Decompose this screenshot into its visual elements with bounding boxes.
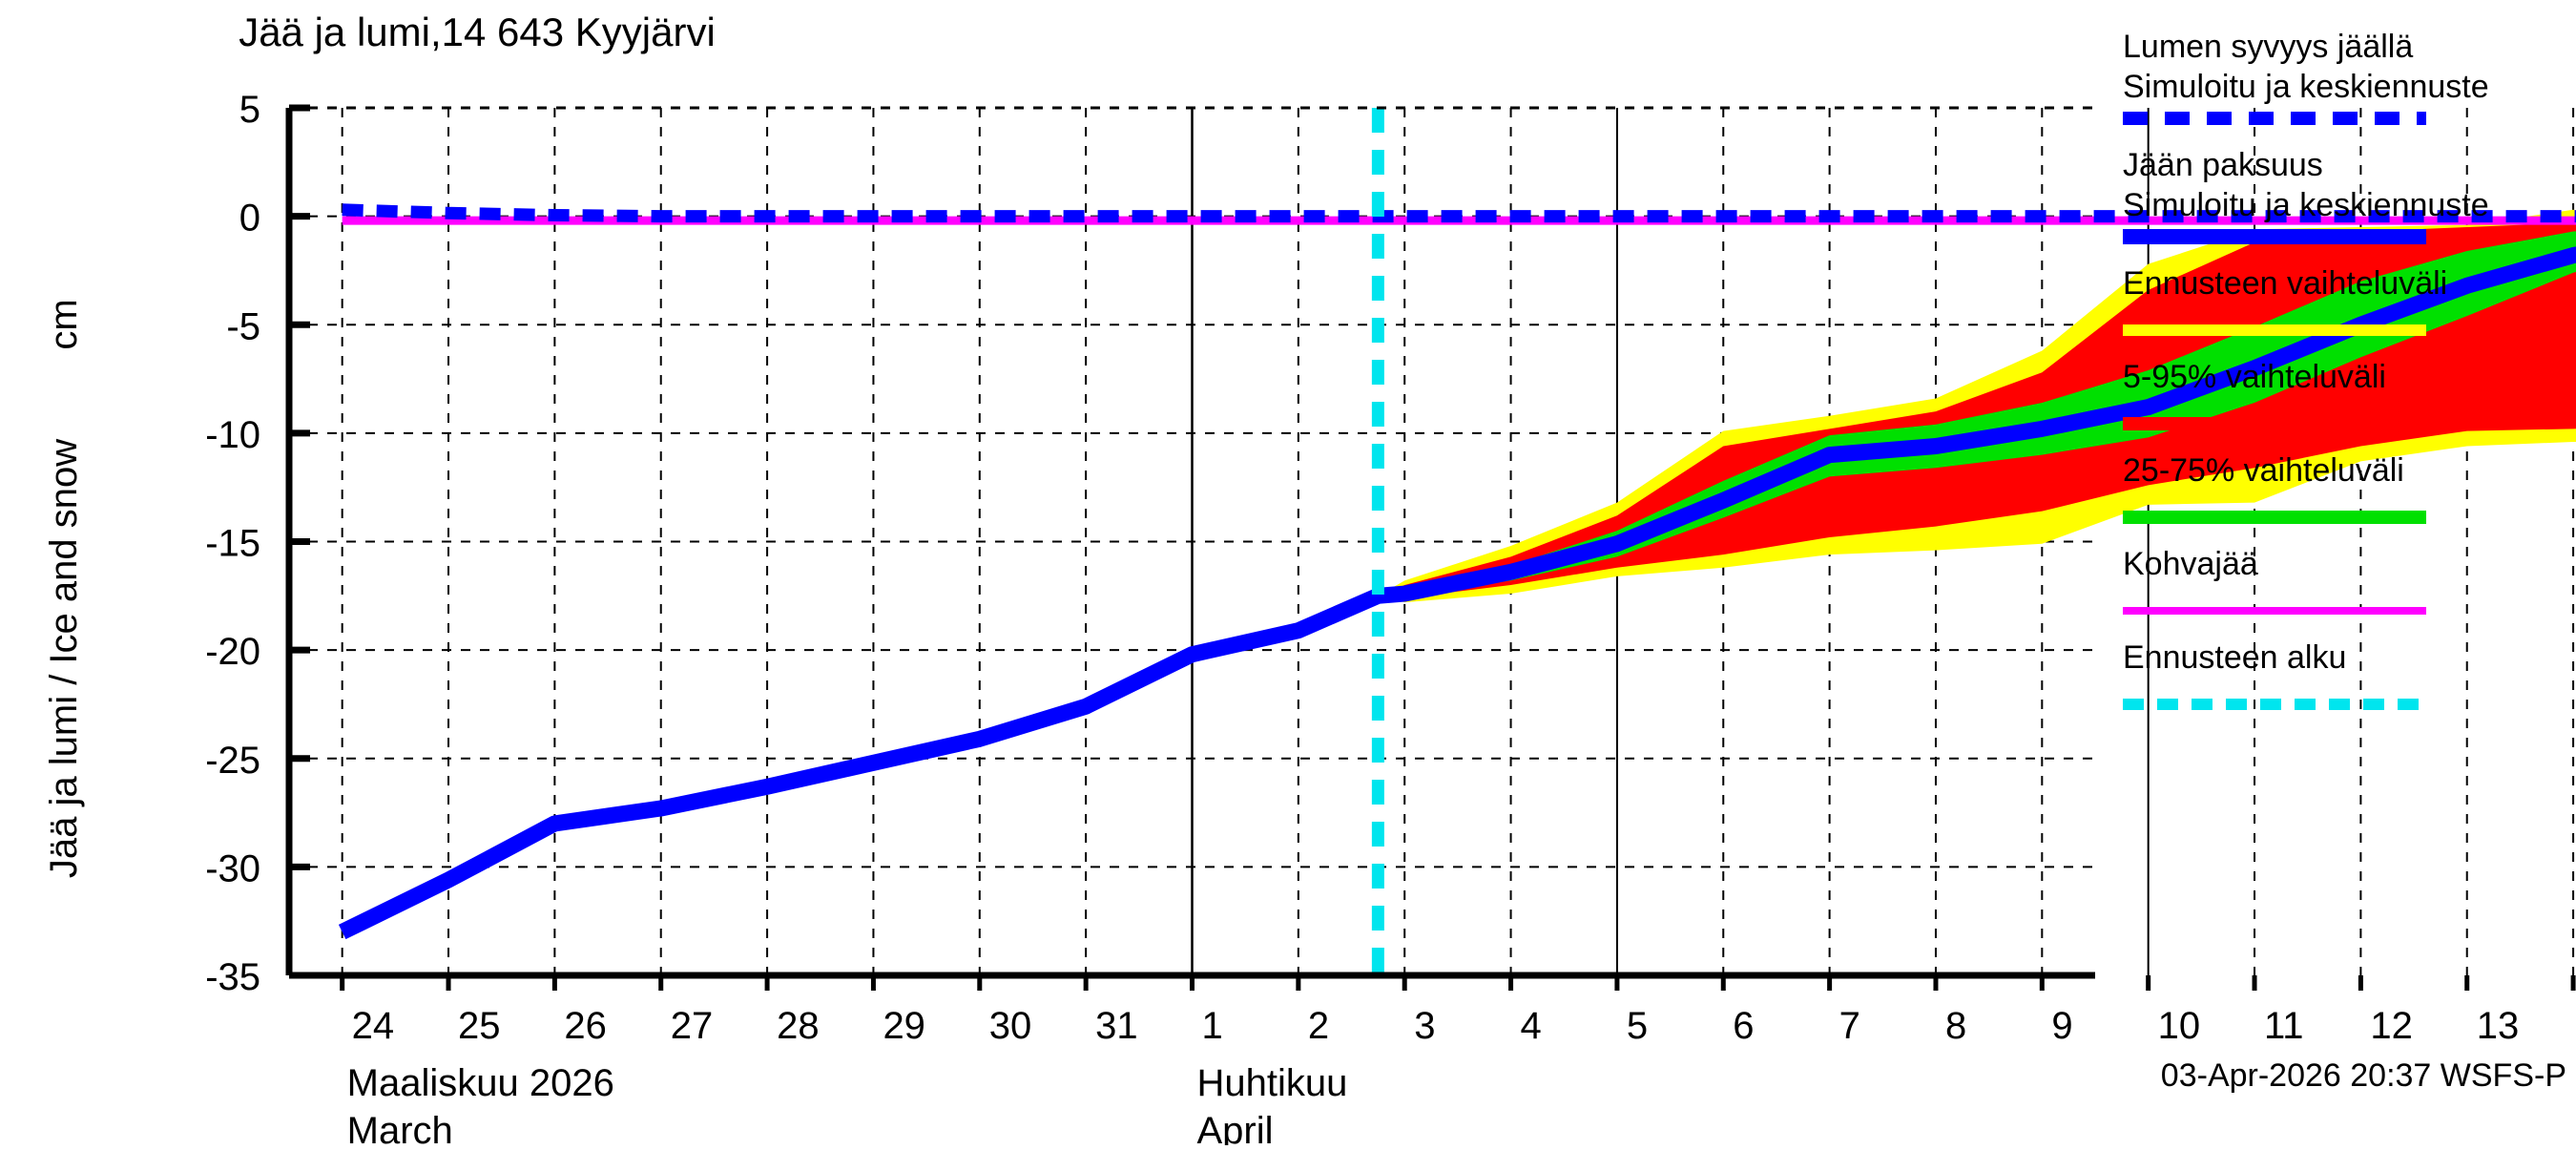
x-tick-label: 28 [777, 1005, 820, 1047]
x-tick-label: 11 [2264, 1005, 2304, 1047]
x-tick-label: 8 [1945, 1005, 1966, 1047]
y-tick-label: -20 [205, 631, 260, 673]
y-tick-label: -35 [205, 956, 260, 998]
y-tick-label: -5 [226, 305, 260, 347]
x-tick-label: 4 [1521, 1005, 1542, 1047]
x-tick-label: 27 [671, 1005, 714, 1047]
y-tick-label: -25 [205, 740, 260, 782]
x-tick-label: 6 [1733, 1005, 1754, 1047]
line-snow-depth [342, 203, 2576, 223]
band-25-75 [1378, 231, 2576, 596]
month-label-en-march: March [347, 1110, 453, 1145]
footer-timestamp: 03-Apr-2026 20:37 WSFS-P [2161, 1057, 2566, 1094]
x-tick-label: 24 [352, 1005, 395, 1047]
month-label-en-april: April [1197, 1110, 1274, 1145]
x-tick-label: 25 [458, 1005, 501, 1047]
x-tick-label: 26 [564, 1005, 607, 1047]
legend-title-4: 25-75% vaihteluväli [2123, 452, 2404, 489]
legend-subtitle-0: Simuloitu ja keskiennuste [2123, 69, 2489, 105]
x-tick-label: 30 [989, 1005, 1032, 1047]
y-tick-label: 5 [239, 89, 260, 131]
x-tick-label: 13 [2477, 1005, 2520, 1047]
x-tick-label: 1 [1202, 1005, 1223, 1047]
y-tick-label: -15 [205, 523, 260, 565]
y-axis-title: Jää ja lumi / Ice and snow [43, 439, 85, 878]
month-label-fi-april: Huhtikuu [1197, 1062, 1348, 1104]
chart-title: Jää ja lumi,14 643 Kyyjärvi [239, 10, 716, 54]
legend-subtitle-1: Simuloitu ja keskiennuste [2123, 187, 2489, 223]
x-tick-label: 12 [2370, 1005, 2413, 1047]
legend-title-2: Ennusteen vaihteluväli [2123, 265, 2447, 302]
legend-title-6: Ennusteen alku [2123, 639, 2346, 676]
x-tick-label: 7 [1839, 1005, 1860, 1047]
x-tick-label: 29 [883, 1005, 925, 1047]
y-tick-label: -10 [205, 414, 260, 456]
legend-title-3: 5-95% vaihteluväli [2123, 359, 2386, 395]
x-tick-label: 31 [1095, 1005, 1138, 1047]
legend-title-0: Lumen syvyys jäällä [2123, 29, 2413, 65]
x-tick-label: 2 [1308, 1005, 1329, 1047]
legend-title-1: Jään paksuus [2123, 147, 2323, 183]
legend-title-5: Kohvajää [2123, 546, 2258, 582]
y-tick-label: -30 [205, 847, 260, 889]
x-tick-label: 9 [2051, 1005, 2072, 1047]
x-tick-label: 10 [2158, 1005, 2201, 1047]
y-axis-unit: cm [43, 299, 85, 349]
x-tick-label: 5 [1627, 1005, 1648, 1047]
x-tick-label: 3 [1414, 1005, 1435, 1047]
month-label-fi-march: Maaliskuu 2026 [347, 1062, 614, 1104]
y-tick-label: 0 [239, 198, 260, 240]
